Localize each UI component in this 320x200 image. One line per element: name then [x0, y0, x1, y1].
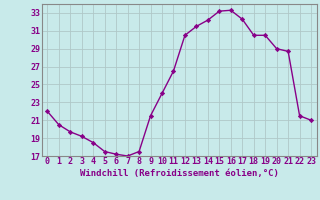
X-axis label: Windchill (Refroidissement éolien,°C): Windchill (Refroidissement éolien,°C) — [80, 169, 279, 178]
